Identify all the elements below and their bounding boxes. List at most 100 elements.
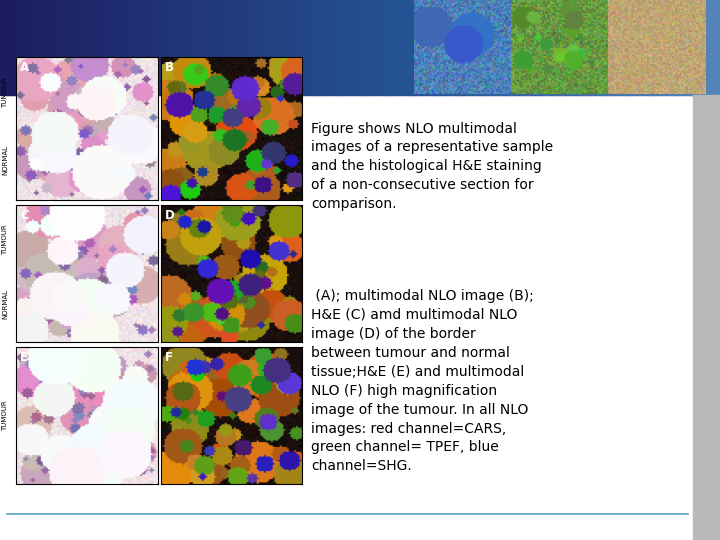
Bar (665, 0, 668, 94)
Bar (9, 0, 13, 94)
Bar (621, 0, 625, 94)
Bar (151, 0, 154, 94)
Bar (456, 0, 459, 94)
Bar (353, 0, 356, 94)
Bar (408, 0, 411, 94)
Bar (499, 0, 503, 94)
Bar (94, 0, 96, 94)
Bar (610, 0, 613, 94)
Bar (187, 0, 190, 94)
Bar (526, 0, 528, 94)
Bar (636, 0, 639, 94)
Bar (600, 0, 603, 94)
Bar (643, 0, 647, 94)
Bar (398, 0, 402, 94)
Bar (360, 0, 363, 94)
Bar (48, 0, 51, 94)
Bar (50, 0, 53, 94)
Bar (338, 0, 341, 94)
Bar (482, 0, 485, 94)
Bar (427, 0, 431, 94)
Bar (324, 0, 327, 94)
Bar (365, 0, 368, 94)
Bar (70, 0, 73, 94)
Bar (199, 0, 202, 94)
Bar (578, 0, 582, 94)
Bar (221, 0, 224, 94)
Bar (670, 0, 672, 94)
Bar (619, 0, 622, 94)
Bar (300, 0, 303, 94)
Bar (677, 0, 680, 94)
Bar (351, 0, 354, 94)
Bar (113, 0, 116, 94)
Bar (27, 0, 30, 94)
Text: E: E (20, 352, 28, 365)
Bar (675, 0, 678, 94)
Bar (19, 0, 22, 94)
Bar (639, 0, 642, 94)
Bar (511, 0, 514, 94)
Bar (583, 0, 586, 94)
Bar (81, 0, 85, 94)
Bar (540, 0, 543, 94)
Bar (585, 0, 589, 94)
Bar (384, 0, 387, 94)
Bar (72, 0, 75, 94)
Bar (569, 0, 572, 94)
Bar (142, 0, 145, 94)
Bar (410, 0, 413, 94)
Bar (122, 0, 125, 94)
Bar (132, 0, 135, 94)
Bar (477, 0, 481, 94)
Bar (396, 0, 399, 94)
Bar (204, 0, 207, 94)
Bar (554, 0, 557, 94)
Bar (509, 0, 512, 94)
Bar (189, 0, 193, 94)
Bar (374, 0, 377, 94)
Bar (218, 0, 222, 94)
Bar (567, 0, 570, 94)
Bar (130, 0, 132, 94)
Bar (377, 0, 380, 94)
Bar (549, 0, 553, 94)
Bar (562, 0, 564, 94)
Bar (158, 0, 161, 94)
Bar (41, 0, 44, 94)
Bar (405, 0, 409, 94)
Bar (463, 0, 467, 94)
Bar (389, 0, 392, 94)
Bar (163, 0, 166, 94)
Bar (0, 94, 693, 540)
Bar (149, 0, 152, 94)
Bar (403, 0, 406, 94)
Bar (444, 0, 447, 94)
Bar (127, 0, 130, 94)
Bar (166, 0, 168, 94)
Bar (542, 0, 546, 94)
Bar (254, 0, 258, 94)
Bar (233, 0, 236, 94)
Bar (99, 0, 102, 94)
Bar (454, 0, 456, 94)
Bar (257, 0, 260, 94)
Bar (230, 0, 233, 94)
Bar (506, 0, 510, 94)
Bar (307, 0, 310, 94)
Bar (266, 0, 269, 94)
Bar (293, 0, 296, 94)
Bar (614, 0, 618, 94)
Bar (91, 0, 94, 94)
Bar (173, 0, 176, 94)
Bar (497, 0, 500, 94)
Bar (315, 0, 318, 94)
Text: A: A (20, 61, 30, 74)
Bar (209, 0, 212, 94)
Bar (238, 0, 240, 94)
Bar (607, 0, 611, 94)
Bar (120, 0, 123, 94)
Bar (629, 0, 632, 94)
Bar (682, 0, 685, 94)
Bar (14, 0, 17, 94)
